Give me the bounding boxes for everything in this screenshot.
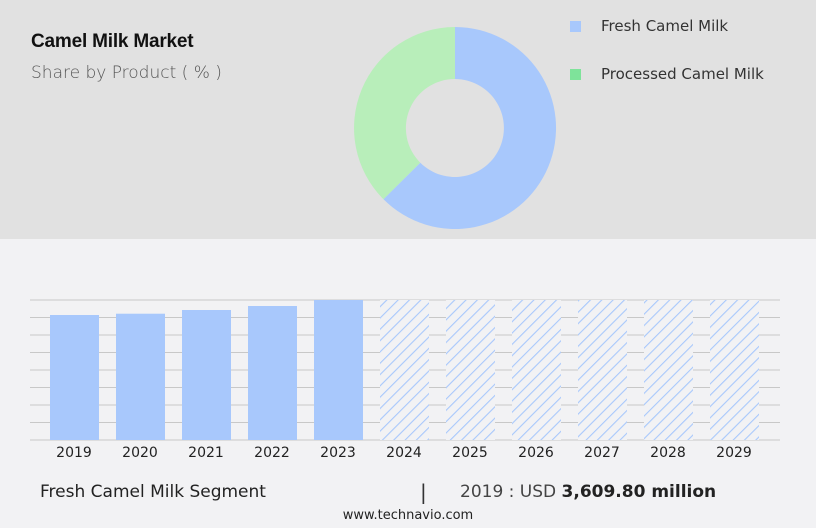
legend-label: Processed Camel Milk [601,65,764,83]
bar-2023 [314,300,363,440]
bar-chart [30,299,780,441]
page-subtitle: Share by Product ( % ) [31,63,222,83]
legend-swatch-icon [570,68,581,80]
donut-slice-fresh [383,27,557,229]
bar-2028 [644,300,693,440]
segment-year-prefix: 2019 : USD [460,482,562,502]
historical-bars [50,300,363,440]
x-tick-label: 2029 [716,445,752,461]
bar-2019 [50,315,99,440]
page-title: Camel Milk Market [31,31,194,52]
bar-2029 [710,300,759,440]
forecast-bars [380,300,759,440]
donut-slice-processed [354,27,455,200]
segment-value: 2019 : USD 3,609.80 million [460,482,716,502]
legend-label: Fresh Camel Milk [601,17,729,35]
x-tick-label: 2021 [188,445,224,461]
segment-label: Fresh Camel Milk Segment [40,482,266,502]
x-tick-label: 2026 [518,445,554,461]
x-tick-label: 2024 [386,445,422,461]
bar-2021 [182,310,231,440]
x-tick-label: 2020 [122,445,158,461]
legend-swatch-icon [570,20,581,32]
bar-2024 [380,300,429,440]
x-tick-label: 2022 [254,445,290,461]
legend-item-processed: Processed Camel Milk [570,65,764,83]
x-tick-label: 2027 [584,445,620,461]
x-tick-label: 2025 [452,445,488,461]
donut-chart [354,27,557,229]
x-tick-label: 2028 [650,445,686,461]
segment-value-amount: 3,609.80 million [561,482,717,502]
bar-2020 [116,313,165,440]
source-url: www.technavio.com [342,508,474,523]
x-tick-label: 2023 [320,445,356,461]
footer-separator: | [420,480,427,504]
bar-2025 [446,300,495,440]
x-tick-label: 2019 [56,445,92,461]
bar-2022 [248,306,297,440]
bar-2027 [578,300,627,440]
legend-item-fresh: Fresh Camel Milk [570,17,728,35]
bar-2026 [512,300,561,440]
